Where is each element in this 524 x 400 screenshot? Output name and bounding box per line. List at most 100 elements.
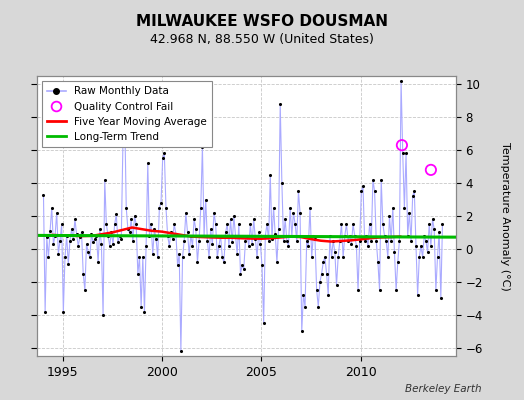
Point [215, 242, 223, 249]
Point [162, 204, 170, 211]
Point [203, 238, 212, 244]
Point [195, 238, 203, 244]
Point [88, 231, 96, 237]
Point [84, 249, 92, 256]
Point [140, 308, 149, 315]
Point [347, 241, 356, 247]
Point [253, 254, 261, 260]
Point [112, 211, 121, 218]
Point [231, 232, 239, 239]
Point [61, 254, 69, 260]
Point [188, 242, 196, 249]
Point [321, 254, 329, 260]
Point [339, 254, 347, 260]
Point [132, 221, 140, 228]
Point [221, 229, 230, 236]
Point [328, 254, 336, 260]
Point [269, 204, 278, 211]
Point [192, 226, 200, 232]
Point [111, 221, 119, 228]
Point [91, 236, 99, 242]
Point [95, 226, 104, 232]
Point [160, 150, 169, 157]
Point [226, 216, 235, 222]
Point [298, 328, 306, 334]
Point [435, 229, 443, 236]
Point [185, 251, 193, 257]
Point [345, 232, 354, 239]
Point [157, 200, 165, 206]
Point [180, 238, 189, 244]
Point [318, 270, 326, 277]
Point [150, 226, 159, 232]
Point [168, 236, 177, 242]
Point [433, 254, 442, 260]
Point [52, 210, 61, 216]
Point [275, 226, 283, 232]
Point [114, 239, 122, 246]
Point [311, 236, 319, 242]
Point [336, 238, 344, 244]
Point [58, 221, 66, 228]
Point [351, 232, 359, 239]
Text: Berkeley Earth: Berkeley Earth [406, 384, 482, 394]
Point [286, 204, 294, 211]
Point [308, 254, 316, 260]
Point [218, 254, 226, 260]
Point [392, 287, 400, 293]
Point [410, 188, 419, 194]
Point [175, 251, 183, 257]
Point [412, 242, 420, 249]
Point [155, 204, 163, 211]
Point [121, 106, 129, 112]
Point [276, 101, 285, 107]
Point [202, 196, 210, 203]
Point [324, 292, 332, 298]
Point [44, 254, 52, 260]
Point [329, 238, 337, 244]
Y-axis label: Temperature Anomaly (°C): Temperature Anomaly (°C) [500, 142, 510, 290]
Point [427, 167, 435, 173]
Point [107, 229, 115, 236]
Point [41, 308, 49, 315]
Point [64, 260, 72, 267]
Point [177, 348, 185, 354]
Point [402, 150, 410, 157]
Point [165, 242, 173, 249]
Point [263, 221, 271, 228]
Point [68, 226, 76, 232]
Point [208, 241, 216, 247]
Point [409, 193, 417, 200]
Point [130, 213, 139, 219]
Point [172, 231, 180, 237]
Point [342, 221, 351, 228]
Point [235, 221, 243, 228]
Point [170, 221, 179, 228]
Point [272, 259, 281, 265]
Point [59, 308, 68, 315]
Point [334, 254, 342, 260]
Point [385, 213, 394, 219]
Point [359, 183, 367, 190]
Point [425, 221, 433, 228]
Point [312, 287, 321, 293]
Point [92, 232, 101, 239]
Point [142, 242, 150, 249]
Point [228, 239, 236, 246]
Point [390, 249, 399, 256]
Point [139, 254, 147, 260]
Point [230, 213, 238, 219]
Point [48, 204, 56, 211]
Point [302, 238, 311, 244]
Point [372, 238, 380, 244]
Point [407, 238, 415, 244]
Point [417, 242, 425, 249]
Point [101, 176, 109, 183]
Point [251, 236, 259, 242]
Point [241, 238, 249, 244]
Point [105, 242, 114, 249]
Point [432, 287, 440, 293]
Point [413, 292, 422, 298]
Point [233, 251, 242, 257]
Point [399, 150, 407, 157]
